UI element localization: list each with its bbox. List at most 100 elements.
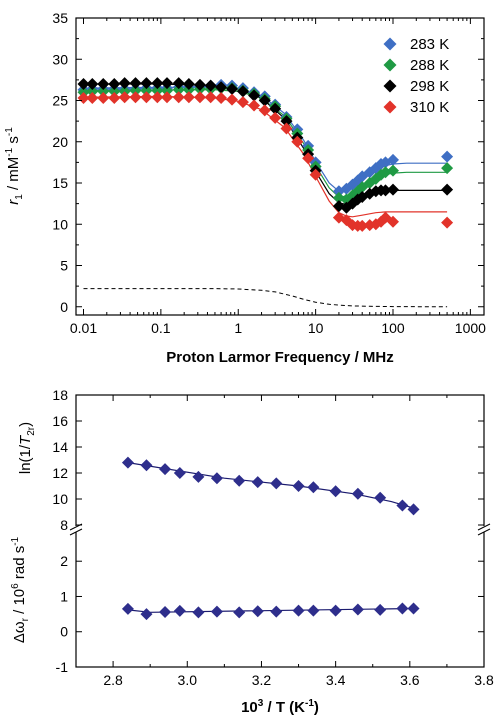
data-point xyxy=(270,605,283,618)
ln-t2r-axis-label: ln(1/T2r) xyxy=(17,422,37,474)
data-point xyxy=(441,162,454,175)
data-point xyxy=(192,606,205,619)
nmrd-plot-area xyxy=(75,17,485,316)
data-point xyxy=(292,604,305,617)
data-point xyxy=(172,77,185,90)
data-point xyxy=(396,602,409,615)
data-point xyxy=(269,111,282,124)
data-point xyxy=(182,91,195,104)
y-tick-label: 35 xyxy=(52,10,68,26)
data-point xyxy=(121,456,134,469)
data-point xyxy=(215,81,228,94)
x-tick-label: 10 xyxy=(308,320,324,336)
y-tick-label: 15 xyxy=(52,175,68,191)
axis-break-marks xyxy=(69,523,491,536)
data-point xyxy=(161,91,174,104)
data-point xyxy=(441,150,454,163)
data-point xyxy=(407,602,420,615)
data-point xyxy=(140,77,153,90)
data-point xyxy=(269,102,282,115)
data-point xyxy=(159,463,172,476)
data-point xyxy=(161,84,174,97)
data-point xyxy=(108,78,121,90)
data-point xyxy=(161,77,174,90)
data-point xyxy=(248,99,261,112)
data-point xyxy=(329,604,342,617)
data-point xyxy=(302,152,315,165)
data-point xyxy=(233,474,246,487)
data-point xyxy=(129,84,142,97)
data-point xyxy=(386,215,399,228)
data-point xyxy=(441,216,454,229)
legend-marker xyxy=(383,58,397,72)
data-point xyxy=(386,153,399,166)
y-tick-label: 16 xyxy=(52,413,68,429)
data-point xyxy=(396,499,409,512)
nmrd-data-points xyxy=(77,77,454,232)
data-point xyxy=(97,78,110,90)
data-point xyxy=(118,91,131,104)
legend-label: 298 K xyxy=(410,78,449,95)
x-tick-label: 2.8 xyxy=(103,672,123,688)
nmrd-dashed-reference-curve xyxy=(83,288,448,308)
data-point xyxy=(192,470,205,483)
data-point xyxy=(108,92,121,105)
data-point xyxy=(118,77,131,90)
data-point xyxy=(204,91,217,104)
data-point xyxy=(172,83,185,96)
data-point xyxy=(77,92,90,105)
data-point xyxy=(97,92,110,105)
axis-break-slash xyxy=(69,528,83,536)
data-point xyxy=(210,605,223,618)
axis-break-gap xyxy=(73,526,79,532)
delta-omega-axis-label: Δωr / 106 rad s-1 xyxy=(10,536,31,643)
data-point xyxy=(129,77,142,90)
data-point xyxy=(173,467,186,479)
data-point xyxy=(307,481,320,494)
data-point xyxy=(258,94,271,107)
axis-break-slash xyxy=(477,523,491,531)
data-point xyxy=(215,92,228,105)
x-tick-label: 100 xyxy=(381,320,405,336)
y-tick-label: 25 xyxy=(52,93,68,109)
arrhenius-x-axis-label: 103 / T (K-1) xyxy=(241,698,319,716)
data-point xyxy=(86,78,99,90)
x-tick-label: 3.6 xyxy=(400,672,420,688)
arrhenius-plot-area xyxy=(75,394,485,668)
data-point xyxy=(121,602,134,615)
data-point xyxy=(140,608,153,621)
arrhenius-x-ticks: 2.8 3.0 3.2 3.4 3.6 3.8 xyxy=(75,395,494,688)
data-point xyxy=(151,91,164,104)
data-point xyxy=(351,603,364,616)
legend-label: 310 K xyxy=(410,99,449,116)
x-tick-label: 3.8 xyxy=(474,672,494,688)
data-point xyxy=(140,91,153,104)
y-tick-label: 0 xyxy=(60,624,68,640)
data-point xyxy=(204,79,217,92)
x-tick-label: 3.0 xyxy=(178,672,198,688)
data-point xyxy=(97,85,110,98)
data-point xyxy=(129,91,142,104)
y-tick-label: 12 xyxy=(52,465,68,481)
data-point xyxy=(151,77,164,90)
y-tick-label: 1 xyxy=(60,588,68,604)
legend-marker xyxy=(383,37,397,51)
data-point xyxy=(374,491,387,504)
x-tick-label: 1000 xyxy=(455,320,486,336)
fit-line xyxy=(127,462,414,509)
data-point xyxy=(182,78,195,90)
y-tick-label: 18 xyxy=(52,387,68,403)
y-tick-label: 14 xyxy=(52,439,68,455)
x-tick-label: 0.01 xyxy=(70,320,97,336)
nmrd-legend: 283 K 288 K 298 K 310 K xyxy=(383,36,449,116)
y-tick-label: 10 xyxy=(52,491,68,507)
data-point xyxy=(309,168,322,181)
nmrd-x-ticks: 0.01 0.1 1 10 100 1000 xyxy=(70,18,486,336)
data-point xyxy=(329,485,342,498)
data-point xyxy=(108,85,121,98)
x-tick-label: 3.2 xyxy=(252,672,272,688)
y-tick-label: 30 xyxy=(52,51,68,67)
data-point xyxy=(236,85,249,98)
